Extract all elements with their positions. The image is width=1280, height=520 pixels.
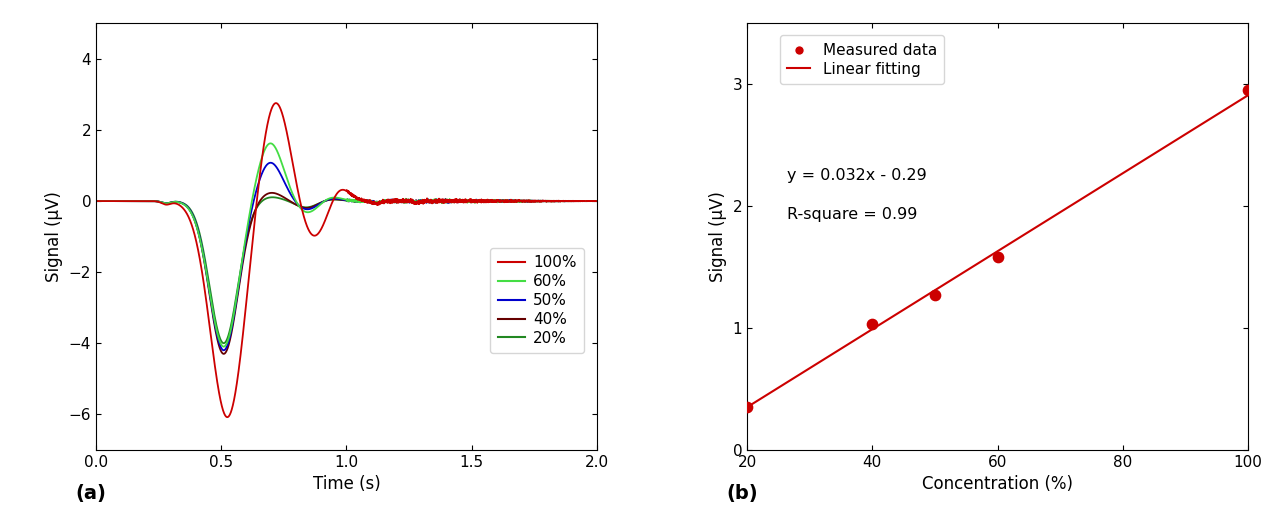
Point <box>1238 86 1258 95</box>
60% <box>280 177 296 184</box>
100% <box>280 133 296 139</box>
100% <box>269 100 284 106</box>
60% <box>88 198 104 204</box>
60% <box>462 198 477 204</box>
Line: 40%: 40% <box>96 193 596 354</box>
100% <box>179 211 195 217</box>
Line: 50%: 50% <box>96 163 596 350</box>
20% <box>415 199 430 205</box>
20% <box>216 340 232 346</box>
20% <box>88 198 104 204</box>
40% <box>264 190 279 196</box>
40% <box>500 198 516 204</box>
X-axis label: Concentration (%): Concentration (%) <box>922 475 1073 493</box>
50% <box>280 185 296 191</box>
40% <box>589 198 604 204</box>
50% <box>462 198 477 204</box>
50% <box>179 203 195 210</box>
50% <box>389 198 404 204</box>
40% <box>88 198 104 204</box>
40% <box>462 198 477 204</box>
100% <box>220 414 236 420</box>
60% <box>589 198 604 204</box>
40% <box>415 199 430 205</box>
100% <box>500 198 516 204</box>
60% <box>216 344 232 350</box>
50% <box>415 198 430 204</box>
Text: (b): (b) <box>726 484 758 503</box>
100% <box>462 196 477 202</box>
20% <box>179 202 195 209</box>
60% <box>415 199 430 205</box>
50% <box>500 198 516 204</box>
20% <box>462 199 477 205</box>
60% <box>389 199 404 205</box>
Line: 60%: 60% <box>96 144 596 347</box>
50% <box>262 160 278 166</box>
60% <box>500 198 516 204</box>
20% <box>589 198 604 204</box>
Line: 100%: 100% <box>96 103 596 417</box>
Point <box>924 291 945 299</box>
Line: 20%: 20% <box>96 197 596 343</box>
Y-axis label: Signal (μV): Signal (μV) <box>45 191 63 282</box>
Text: R-square = 0.99: R-square = 0.99 <box>787 207 918 222</box>
Legend: 100%, 60%, 50%, 40%, 20%: 100%, 60%, 50%, 40%, 20% <box>490 248 584 353</box>
Point <box>737 403 758 411</box>
Legend: Measured data, Linear fitting: Measured data, Linear fitting <box>780 35 945 84</box>
100% <box>389 197 404 203</box>
20% <box>389 200 404 206</box>
60% <box>179 204 195 210</box>
40% <box>389 198 404 204</box>
40% <box>179 203 195 210</box>
50% <box>88 198 104 204</box>
Text: (a): (a) <box>76 484 106 503</box>
Point <box>863 320 883 329</box>
20% <box>280 198 296 204</box>
X-axis label: Time (s): Time (s) <box>312 475 380 493</box>
50% <box>589 198 604 204</box>
50% <box>216 347 232 354</box>
60% <box>262 140 278 147</box>
Text: y = 0.032x - 0.29: y = 0.032x - 0.29 <box>787 168 927 184</box>
40% <box>280 197 296 203</box>
20% <box>500 198 516 204</box>
100% <box>589 198 604 204</box>
100% <box>88 198 104 204</box>
40% <box>216 350 232 357</box>
20% <box>265 194 280 200</box>
Point <box>987 253 1007 262</box>
100% <box>415 198 430 204</box>
Y-axis label: Signal (μV): Signal (μV) <box>709 191 727 282</box>
